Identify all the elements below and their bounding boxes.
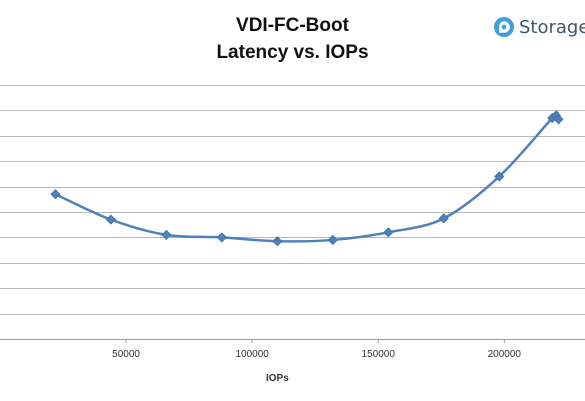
data-point-marker bbox=[272, 236, 283, 247]
data-point-marker bbox=[438, 213, 449, 224]
data-point-marker bbox=[161, 229, 172, 240]
x-tick-label: 50000 bbox=[112, 349, 140, 360]
chart-title-block: VDI-FC-Boot Latency vs. IOPs bbox=[0, 12, 585, 66]
y-gridlines bbox=[0, 85, 585, 315]
x-axis-title: IOPs bbox=[266, 373, 289, 384]
data-point-marker bbox=[383, 227, 394, 238]
x-tick-label: 100000 bbox=[235, 349, 269, 360]
storage-logo-icon bbox=[494, 17, 514, 37]
x-tick-label: 150000 bbox=[362, 349, 396, 360]
x-tick-label: 200000 bbox=[488, 349, 522, 360]
storage-logo: Storage bbox=[493, 14, 585, 40]
data-point-marker bbox=[327, 234, 338, 246]
x-axis bbox=[0, 339, 585, 343]
x-tick-labels: 50000 100000 150000 200000 bbox=[112, 349, 521, 360]
storage-logo-text: Storage bbox=[519, 16, 585, 38]
data-point-marker bbox=[50, 189, 61, 200]
data-point-marker bbox=[494, 171, 505, 182]
data-series bbox=[50, 110, 564, 247]
data-point-marker bbox=[553, 114, 564, 125]
chart-subtitle: Latency vs. IOPs bbox=[216, 42, 369, 63]
data-point-marker bbox=[216, 232, 227, 243]
series-line bbox=[54, 111, 560, 243]
data-point-marker bbox=[105, 214, 117, 225]
chart-title: VDI-FC-Boot bbox=[236, 15, 349, 36]
